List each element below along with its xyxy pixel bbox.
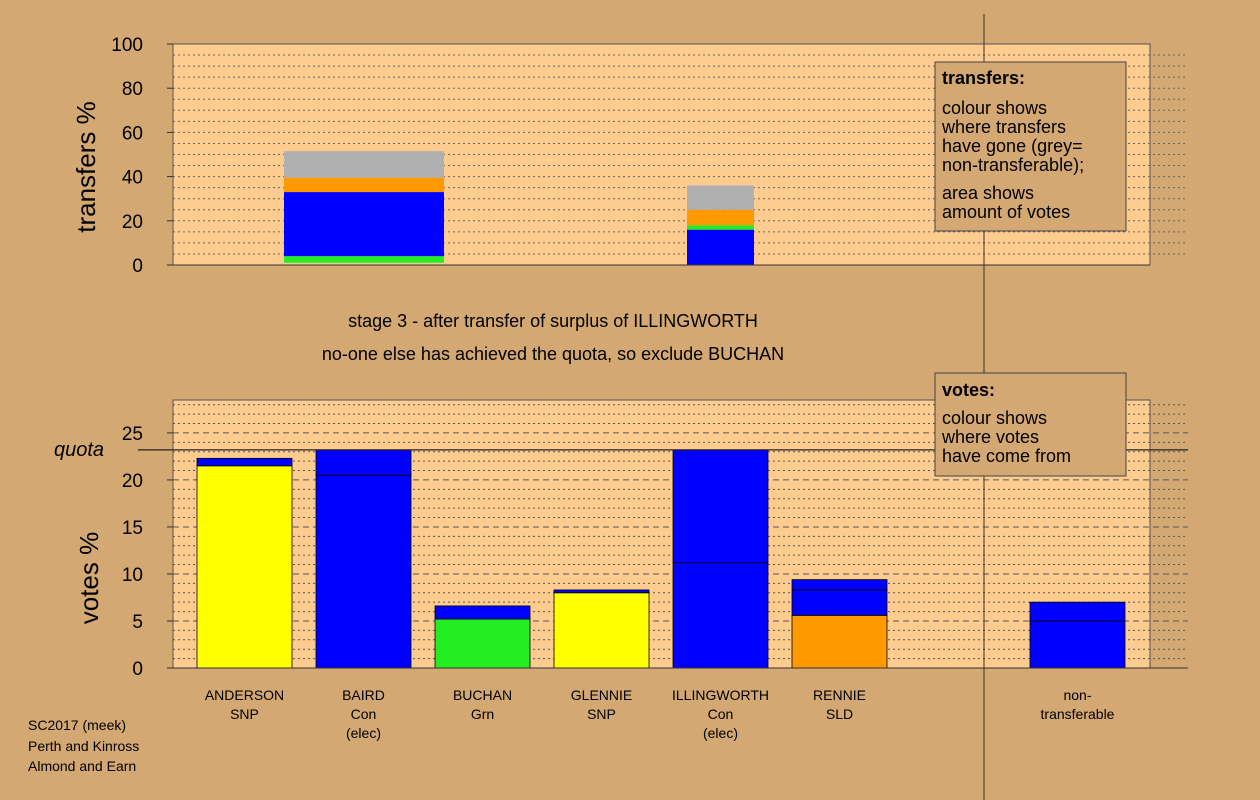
votes-bar-segment [315, 474, 412, 669]
candidate-label: GLENNIE [571, 687, 632, 703]
candidate-label: ANDERSON [205, 687, 284, 703]
stage-line-1: stage 3 - after transfer of surplus of I… [348, 311, 758, 331]
votes-bar-segment [791, 579, 888, 591]
votes-y-ticks: 0 5 10 15 20 25 [122, 424, 173, 680]
votes-y-tick-label: 5 [132, 612, 143, 633]
candidate-label: SLD [826, 706, 853, 722]
candidate-labels: ANDERSON SNP BAIRD Con (elec) BUCHAN Grn GLENNI… [205, 687, 1115, 741]
candidate-label: SNP [587, 706, 616, 722]
candidate-label: ILLINGWORTH [672, 687, 769, 703]
votes-bar-segment [791, 614, 888, 669]
transfers-legend-line: amount of votes [942, 202, 1070, 222]
transfers-y-axis-label: transfers % [71, 101, 101, 233]
footer-election: SC2017 (meek) [28, 717, 126, 733]
votes-bars [138, 449, 1188, 669]
transfers-bar-segment [284, 177, 444, 193]
transfers-y-tick-label: 20 [122, 212, 143, 233]
transfers-y-tick-label: 80 [122, 79, 143, 100]
transfers-bar-segment [284, 256, 444, 263]
votes-bar-segment [1029, 620, 1126, 669]
votes-bar-segment [434, 605, 531, 620]
stage-line-2: no-one else has achieved the quota, so e… [322, 344, 784, 364]
quota-label: quota [54, 439, 104, 461]
transfers-legend: transfers: colour shows where transfers … [934, 61, 1127, 232]
candidate-label: Con [708, 706, 734, 722]
transfers-bar-segment [687, 209, 754, 226]
transfers-legend-title: transfers: [942, 68, 1025, 88]
transfers-bar-segment [687, 185, 754, 210]
transfers-bar-segment [284, 192, 444, 257]
candidate-label: non- [1063, 687, 1091, 703]
candidate-label: Con [351, 706, 377, 722]
votes-y-tick-label: 25 [122, 424, 143, 445]
footer-ward: Almond and Earn [28, 758, 136, 774]
votes-legend-box [934, 372, 1127, 477]
transfers-legend-line: non-transferable); [942, 155, 1084, 175]
transfers-legend-line: where transfers [941, 117, 1066, 137]
votes-y-tick-label: 15 [122, 518, 143, 539]
transfers-y-tick-label: 40 [122, 168, 143, 189]
candidate-label: BAIRD [342, 687, 385, 703]
votes-bar-segment [196, 465, 293, 669]
candidate-label: transferable [1041, 706, 1115, 722]
transfers-legend-box [934, 61, 1127, 232]
votes-legend-line: where votes [941, 427, 1039, 447]
votes-bar-segment [553, 589, 650, 594]
candidate-label: SNP [230, 706, 259, 722]
votes-legend-title: votes: [942, 380, 995, 400]
votes-legend: votes: colour shows where votes have com… [934, 372, 1127, 477]
votes-y-axis-label: votes % [74, 532, 104, 625]
footer-council: Perth and Kinross [28, 738, 139, 754]
transfers-bars [173, 151, 1150, 266]
votes-bar-segment [791, 589, 888, 616]
transfers-y-tick-label: 0 [132, 256, 143, 277]
votes-bar-segment [553, 592, 650, 669]
votes-y-tick-label: 20 [122, 471, 143, 492]
votes-bar-segment [196, 457, 293, 467]
votes-y-tick-label: 0 [132, 659, 143, 680]
transfers-y-ticks: 0 20 40 60 80 100 [111, 35, 173, 277]
transfers-bar-segment [284, 151, 444, 178]
transfers-y-tick-label: 60 [122, 123, 143, 144]
votes-legend-line: have come from [942, 446, 1071, 466]
votes-bar-segment [672, 449, 769, 564]
votes-legend-line: colour shows [942, 408, 1047, 428]
candidate-label: (elec) [346, 725, 381, 741]
candidate-label: BUCHAN [453, 687, 512, 703]
candidate-label: (elec) [703, 725, 738, 741]
votes-bar-segment [672, 562, 769, 669]
transfers-legend-line: have gone (grey= [942, 136, 1083, 156]
votes-bar-segment [1029, 601, 1126, 622]
candidate-label: RENNIE [813, 687, 866, 703]
transfers-y-tick-label: 100 [111, 35, 143, 56]
votes-y-tick-label: 10 [122, 565, 143, 586]
candidate-label: Grn [471, 706, 494, 722]
transfers-bar-segment [687, 229, 754, 265]
votes-bar-segment [315, 449, 412, 476]
transfers-bar-segment [687, 225, 754, 230]
transfers-legend-line: area shows [942, 183, 1034, 203]
votes-bar-segment [434, 618, 531, 669]
transfers-legend-line: colour shows [942, 98, 1047, 118]
